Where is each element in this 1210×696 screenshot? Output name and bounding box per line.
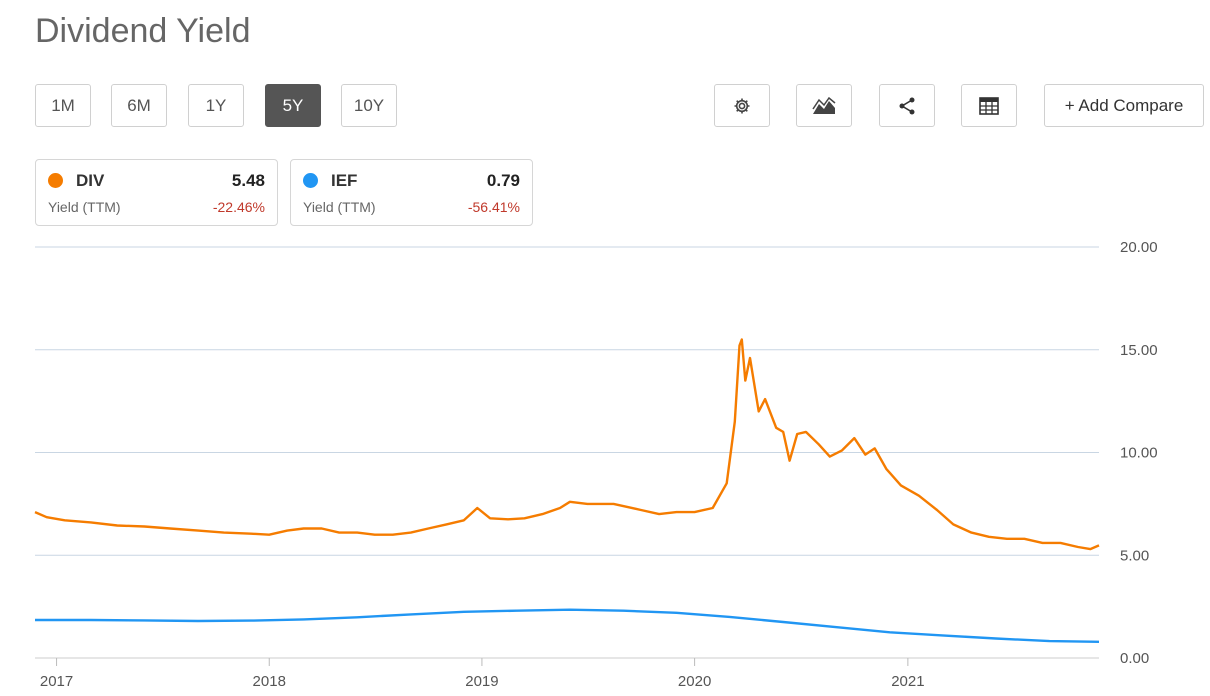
legend-ticker: DIV xyxy=(76,171,105,190)
series-color-dot xyxy=(48,173,63,188)
table-icon xyxy=(979,96,999,115)
y-tick-label: 15.00 xyxy=(1120,342,1158,359)
y-tick-label: 20.00 xyxy=(1120,239,1158,256)
table-view-button[interactable] xyxy=(961,84,1017,127)
legend-card-div[interactable]: DIV 5.48 Yield (TTM) -22.46% xyxy=(35,159,278,226)
legend-change: -22.46% xyxy=(212,199,265,215)
series-color-dot xyxy=(303,173,318,188)
y-tick-label: 5.00 xyxy=(1120,547,1149,564)
x-tick-label: 2018 xyxy=(253,673,286,690)
range-button-10y[interactable]: 10Y xyxy=(341,84,397,127)
legend-ticker: IEF xyxy=(331,171,358,190)
legend-value: 0.79 xyxy=(486,171,520,190)
x-tick-label: 2020 xyxy=(678,673,711,690)
share-button[interactable] xyxy=(879,84,935,127)
y-tick-label: 0.00 xyxy=(1120,650,1149,667)
legend-metric-label: Yield (TTM) xyxy=(303,199,376,215)
y-tick-label: 10.00 xyxy=(1120,445,1158,462)
x-tick-label: 2019 xyxy=(465,673,498,690)
legend-metric-label: Yield (TTM) xyxy=(48,199,121,215)
add-compare-button[interactable]: + Add Compare xyxy=(1044,84,1204,127)
series-line-ief xyxy=(35,608,1100,643)
area-chart-icon xyxy=(812,96,836,114)
range-button-6m[interactable]: 6M xyxy=(111,84,167,127)
gear-icon xyxy=(734,98,750,113)
range-button-1m[interactable]: 1M xyxy=(35,84,91,127)
range-button-5y[interactable]: 5Y xyxy=(265,84,321,127)
legend-card-ief[interactable]: IEF 0.79 Yield (TTM) -56.41% xyxy=(290,159,533,226)
dividend-yield-chart[interactable]: 20.00 15.00 10.00 5.00 0.00 2017 2018 2019 2020 2… xyxy=(0,230,1210,696)
share-icon xyxy=(899,97,915,114)
x-tick-label: 2021 xyxy=(891,673,924,690)
range-button-1y[interactable]: 1Y xyxy=(188,84,244,127)
legend-value: 5.48 xyxy=(231,171,265,190)
chart-type-button[interactable] xyxy=(796,84,852,127)
series-line-div xyxy=(34,338,1100,551)
x-tick-label: 2017 xyxy=(40,673,73,690)
settings-button[interactable] xyxy=(714,84,770,127)
page-title: Dividend Yield xyxy=(35,12,251,50)
legend-change: -56.41% xyxy=(467,199,520,215)
